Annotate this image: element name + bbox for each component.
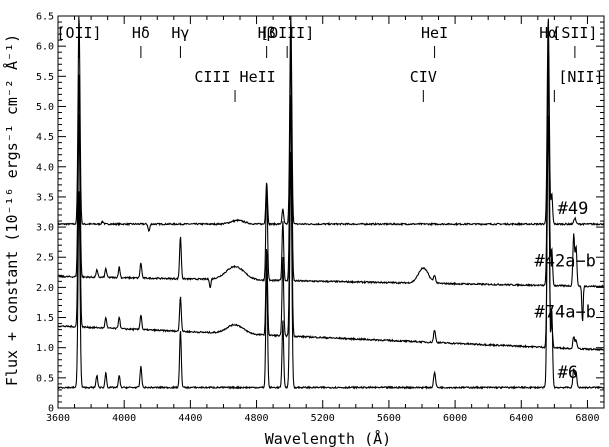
x-tick-label: 5600	[377, 413, 401, 424]
line-id-label: CIV	[410, 68, 437, 86]
line-id-label: Hβ	[258, 24, 276, 42]
line-id-label: Hδ	[132, 24, 150, 42]
y-tick-label: 0	[48, 404, 54, 415]
y-tick-label: 0.5	[36, 373, 54, 384]
y-axis-label: Flux + constant (10⁻¹⁶ ergs⁻¹ cm⁻² Å⁻¹)	[2, 34, 21, 386]
y-tick-label: 6.5	[36, 12, 54, 23]
y-tick-label: 2.5	[36, 253, 54, 264]
x-tick-label: 3600	[46, 413, 70, 424]
line-id-label: Hα	[539, 24, 557, 42]
line-id-label: [SII]	[552, 24, 597, 42]
series-label: #49	[558, 199, 589, 219]
x-tick-label: 6400	[509, 413, 533, 424]
y-tick-label: 4.5	[36, 132, 54, 143]
line-id-label: CIII HeII	[194, 68, 275, 86]
y-tick-label: 5.0	[36, 102, 54, 113]
tick-layer: 3600 4000 4400 4800 5200 5600 6000 6400 6800 0 0.5…	[36, 12, 604, 424]
line-id-layer: [OII] Hδ Hγ Hβ[OIII] HeI Hα[SII] CIII HeII CIV […	[56, 24, 604, 102]
line-id-label: [OII]	[56, 24, 101, 42]
series-label: #74a−b	[535, 303, 596, 323]
y-tick-label: 2.0	[36, 283, 54, 294]
spectrum-line	[57, 94, 604, 352]
line-id-label: [NII]	[558, 68, 603, 86]
y-tick-label: 1.5	[36, 313, 54, 324]
y-tick-label: 5.5	[36, 72, 54, 83]
y-tick-label: 3.5	[36, 192, 54, 203]
x-tick-label: 6800	[575, 413, 599, 424]
x-tick-label: 4400	[178, 413, 202, 424]
line-id-label: HeI	[421, 24, 448, 42]
spectrum-line	[57, 48, 605, 390]
y-tick-label: 3.0	[36, 223, 54, 234]
plot-frame	[57, 15, 605, 409]
spectra-layer	[57, 15, 605, 390]
series-label-layer: #49 #42a−b #74a−b #6	[535, 199, 596, 383]
x-tick-label: 4000	[112, 413, 136, 424]
line-id-label: Hγ	[171, 24, 189, 42]
x-tick-label: 5200	[311, 413, 335, 424]
spectrum-line	[57, 45, 605, 322]
x-tick-label: 4800	[244, 413, 268, 424]
line-id-label: [OIII]	[260, 24, 314, 42]
y-tick-label: 4.0	[36, 162, 54, 173]
y-tick-label: 6.0	[36, 42, 54, 53]
series-label: #6	[558, 363, 578, 383]
spectrum-line	[57, 15, 605, 233]
x-axis-label: Wavelength (Å)	[265, 429, 391, 447]
series-label: #42a−b	[535, 251, 596, 271]
y-tick-label: 1.0	[36, 343, 54, 354]
x-tick-label: 6000	[443, 413, 467, 424]
